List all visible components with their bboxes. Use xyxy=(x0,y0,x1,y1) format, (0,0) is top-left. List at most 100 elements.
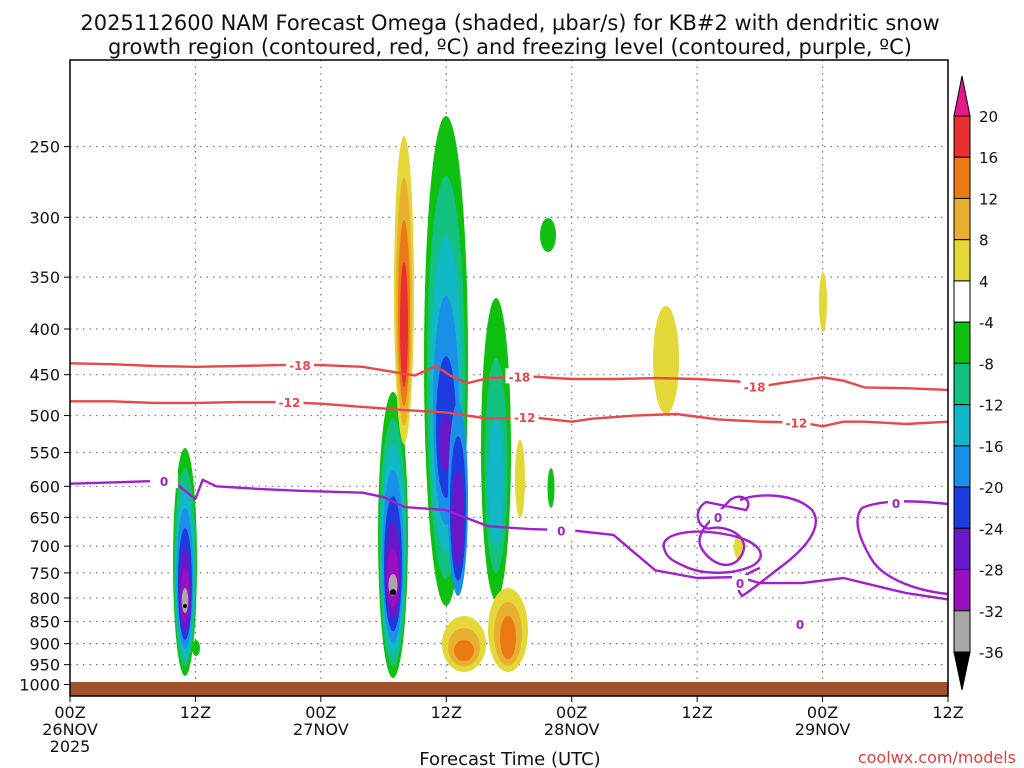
omega-shading xyxy=(173,116,827,678)
colorbar-segment xyxy=(953,569,971,612)
colorbar-tick-label: -8 xyxy=(979,355,994,373)
colorbar-tick-label: -36 xyxy=(979,644,1004,662)
y-tick-label: 950 xyxy=(29,656,60,675)
contour-dendritic-line xyxy=(70,362,948,392)
colorbar-tick-label: -28 xyxy=(979,562,1004,580)
y-tick-label: 800 xyxy=(29,589,60,608)
omega-shade-cell xyxy=(515,440,525,518)
colorbar-arrow-down[interactable] xyxy=(953,651,971,691)
y-tick-label: 300 xyxy=(29,208,60,227)
contour-label-bg xyxy=(792,616,808,631)
colorbar-tick-label: 20 xyxy=(979,108,998,126)
x-tick-label: 28NOV xyxy=(544,720,600,739)
colorbar-segment xyxy=(953,280,971,323)
y-tick-label: 400 xyxy=(29,320,60,339)
y-tick-label: 500 xyxy=(29,407,60,426)
omega-shade-cell xyxy=(653,306,679,414)
contour-label: -12 xyxy=(279,396,301,410)
colorbar-segment xyxy=(953,445,971,488)
contour-label: 0 xyxy=(796,618,804,632)
temperature-contours: -18 -18 -18 -12 -12 -12 0 0 0 0 0 0 xyxy=(70,357,948,632)
colorbar-tick-label: -12 xyxy=(979,397,1004,415)
colorbar-arrow-up[interactable] xyxy=(953,75,971,117)
y-tick-label: 750 xyxy=(29,564,60,583)
x-tick-label: 2025 xyxy=(50,737,91,756)
x-tick-label: 27NOV xyxy=(293,720,349,739)
colorbar-legend: 20 16 12 8 4 -4 -8 -12 -16 -20 -24 -28 -32 -36 xyxy=(953,75,1004,691)
chart-title-line-1: 2025112600 NAM Forecast Omega (shaded, µ… xyxy=(80,11,939,35)
colorbar-segment xyxy=(953,115,971,158)
omega-shade-cell xyxy=(192,640,200,656)
colorbar-tick-label: 8 xyxy=(979,232,989,250)
plot-content: -18 -18 -18 -12 -12 -12 0 0 0 0 0 0 xyxy=(70,60,948,696)
x-tick-label: 00Z xyxy=(54,703,85,722)
x-tick-label: 12Z xyxy=(431,703,462,722)
omega-shade-cell xyxy=(181,588,189,613)
x-tick-label: 00Z xyxy=(807,703,838,722)
contour-label-bg xyxy=(888,495,904,510)
omega-shade-cell xyxy=(390,589,396,596)
omega-shade-cell xyxy=(452,470,464,566)
colorbar-tick-label: -16 xyxy=(979,438,1004,456)
contour-label: -18 xyxy=(744,381,766,395)
contour-label: -18 xyxy=(509,370,531,384)
terrain-surface-bar xyxy=(70,682,948,696)
colorbar-segment xyxy=(953,362,971,406)
contour-label: -12 xyxy=(786,416,808,430)
x-tick-label: 26NOV xyxy=(42,720,98,739)
omega-shade-cell xyxy=(540,218,556,252)
contour-label-bg xyxy=(275,394,304,410)
chart-title: 2025112600 NAM Forecast Omega (shaded, µ… xyxy=(80,11,939,59)
contour-label-bg xyxy=(510,409,539,425)
omega-shade-cell xyxy=(454,640,474,662)
y-tick-label: 450 xyxy=(29,366,60,385)
x-tick-label: 12Z xyxy=(180,703,211,722)
x-tick-label: 29NOV xyxy=(795,720,851,739)
omega-shade-cell xyxy=(819,272,827,332)
contour-label-bg xyxy=(732,575,748,590)
colorbar-tick-label: -4 xyxy=(979,314,994,332)
contour-label-bg xyxy=(710,509,726,524)
x-tick-label: 00Z xyxy=(556,703,587,722)
contour-label: 0 xyxy=(714,511,722,525)
contour-label-bg xyxy=(285,357,314,373)
colorbar-tick-label: 12 xyxy=(979,190,998,208)
contour-label: 0 xyxy=(557,524,565,538)
colorbar-tick-label: 4 xyxy=(979,273,989,291)
credit-text: coolwx.com/models xyxy=(858,748,1016,767)
contour-label: 0 xyxy=(736,577,744,591)
y-tick-label: 600 xyxy=(29,477,60,496)
contour-label-bg xyxy=(740,378,769,394)
contour-label-bg xyxy=(150,473,179,489)
y-axis: 250 300 350 400 450 500 550 600 650 700 750 800 850 9… xyxy=(19,138,70,695)
contour-label-bg xyxy=(547,522,576,538)
omega-shade-cell xyxy=(500,616,516,660)
x-tick-label: 12Z xyxy=(681,703,712,722)
colorbar-segment xyxy=(953,321,971,364)
contour-label-bg xyxy=(505,368,534,384)
y-tick-label: 900 xyxy=(29,635,60,654)
y-tick-label: 350 xyxy=(29,268,60,287)
colorbar-segment xyxy=(953,404,971,447)
omega-shade-cell xyxy=(183,604,187,608)
contour-label: -12 xyxy=(514,411,536,425)
y-tick-label: 850 xyxy=(29,612,60,631)
omega-shade-cell xyxy=(400,262,408,388)
chart-title-line-2: growth region (contoured, red, ºC) and f… xyxy=(108,35,912,59)
colorbar-tick-label: -32 xyxy=(979,603,1004,621)
colorbar-segment xyxy=(953,197,971,241)
colorbar-tick-label: -20 xyxy=(979,479,1004,497)
contour-label: -18 xyxy=(289,359,311,373)
y-tick-label: 700 xyxy=(29,537,60,556)
contour-label: 0 xyxy=(892,497,900,511)
colorbar-tick-label: 16 xyxy=(979,149,998,167)
colorbar-segment xyxy=(953,527,971,571)
contour-freezing-line xyxy=(70,478,948,601)
colorbar-segment xyxy=(953,239,971,282)
x-tick-label: 00Z xyxy=(305,703,336,722)
colorbar-segment xyxy=(953,610,971,653)
contour-freezing-loop xyxy=(662,530,762,574)
omega-shade-cell xyxy=(547,468,555,508)
